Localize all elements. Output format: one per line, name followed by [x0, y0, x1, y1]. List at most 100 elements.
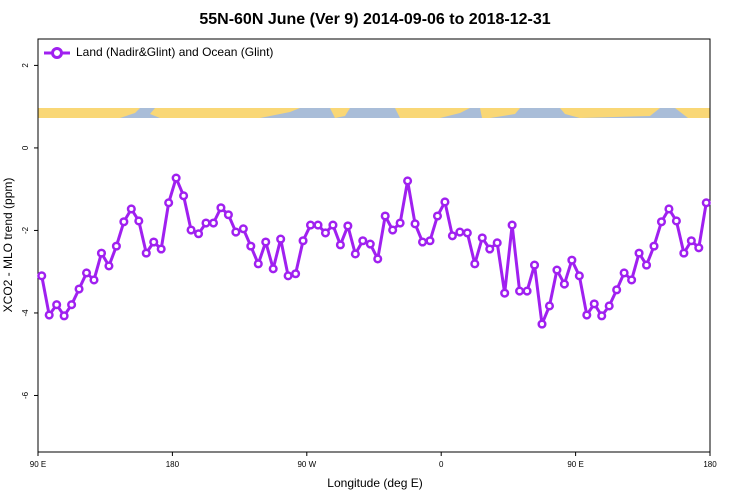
data-point	[67, 300, 77, 310]
plot-frame	[37, 38, 711, 453]
legend-marker	[51, 47, 63, 59]
data-point	[679, 248, 689, 258]
data-point	[231, 227, 241, 237]
data-point	[193, 229, 204, 239]
data-point	[37, 271, 47, 281]
data-point	[656, 217, 667, 227]
chart-title: 55N-60N June (Ver 9) 2014-09-06 to 2018-…	[199, 11, 550, 28]
data-point	[134, 216, 144, 226]
data-point	[664, 204, 674, 214]
data-point	[522, 286, 532, 296]
data-point	[208, 218, 219, 228]
y-tick-label: -4	[21, 309, 30, 317]
data-point	[201, 218, 211, 228]
data-point	[59, 311, 69, 321]
data-point	[470, 259, 480, 269]
data-point	[410, 219, 420, 229]
data-point	[403, 176, 413, 186]
data-point	[395, 218, 405, 228]
data-point	[253, 259, 263, 269]
data-point	[179, 191, 189, 201]
data-point	[485, 244, 495, 254]
data-point	[529, 260, 540, 270]
y-tick-label: 0	[21, 145, 30, 150]
x-tick-label: 90 E	[30, 460, 46, 469]
data-point	[649, 241, 659, 251]
data-point	[223, 210, 233, 220]
data-point	[119, 217, 129, 227]
data-point	[335, 240, 345, 250]
data-point	[164, 198, 174, 208]
data-point	[604, 301, 614, 311]
data-point	[462, 228, 472, 238]
data-point	[597, 311, 607, 321]
data-point	[261, 237, 271, 247]
data-point	[111, 241, 121, 251]
y-tick-label: 2	[21, 63, 30, 68]
legend-label: Land (Nadir&Glint) and Ocean (Glint)	[76, 45, 273, 59]
data-point	[365, 239, 375, 249]
data-point	[104, 261, 114, 271]
data-point	[477, 233, 487, 243]
data-point	[455, 227, 465, 237]
data-point	[627, 275, 637, 285]
data-point	[350, 249, 360, 259]
data-point	[634, 248, 644, 258]
data-point	[515, 286, 525, 296]
data-point	[574, 271, 584, 281]
data-point	[149, 237, 159, 247]
data-point	[417, 237, 428, 247]
series-line	[40, 176, 708, 326]
data-point	[500, 288, 510, 298]
data-point	[440, 197, 450, 207]
data-point	[507, 220, 517, 230]
data-point	[268, 264, 278, 274]
data-point	[305, 220, 316, 230]
data-point	[567, 255, 577, 265]
data-point	[373, 254, 383, 264]
data-point	[388, 225, 398, 235]
data-point	[641, 260, 652, 270]
x-tick-label: 0	[439, 460, 444, 469]
data-point	[89, 275, 99, 285]
data-point	[425, 236, 435, 246]
data-point	[671, 216, 681, 226]
data-point	[74, 284, 84, 294]
data-point	[141, 248, 151, 258]
y-tick-label: -6	[21, 391, 30, 399]
data-point	[320, 228, 331, 238]
data-point	[612, 285, 622, 295]
x-tick-label: 180	[166, 460, 180, 469]
map-strip	[38, 108, 710, 118]
data-point	[216, 203, 226, 213]
data-point	[432, 211, 443, 221]
data-point	[694, 243, 704, 253]
data-point	[559, 279, 569, 289]
data-point	[447, 231, 457, 241]
data-point	[552, 265, 562, 275]
data-point	[380, 211, 390, 221]
data-point	[298, 236, 308, 246]
data-point	[686, 236, 696, 246]
x-tick-label: 180	[703, 460, 717, 469]
data-point	[328, 220, 338, 230]
x-axis-label: Longitude (deg E)	[327, 476, 422, 490]
y-tick-label: -2	[21, 226, 30, 234]
data-point	[81, 268, 92, 278]
data-point	[537, 319, 547, 329]
data-point	[492, 238, 502, 248]
data-point	[619, 268, 629, 278]
data-point	[246, 241, 256, 251]
data-point	[44, 310, 54, 320]
data-point	[582, 310, 592, 320]
data-point	[96, 248, 107, 258]
data-point	[701, 198, 711, 208]
data-point	[544, 301, 555, 311]
x-tick-label: 90 E	[567, 460, 583, 469]
data-point	[291, 269, 301, 279]
data-point	[186, 225, 196, 235]
data-point	[358, 236, 368, 246]
y-axis-label: XCO2 - MLO trend (ppm)	[1, 178, 15, 313]
data-point	[171, 173, 181, 183]
